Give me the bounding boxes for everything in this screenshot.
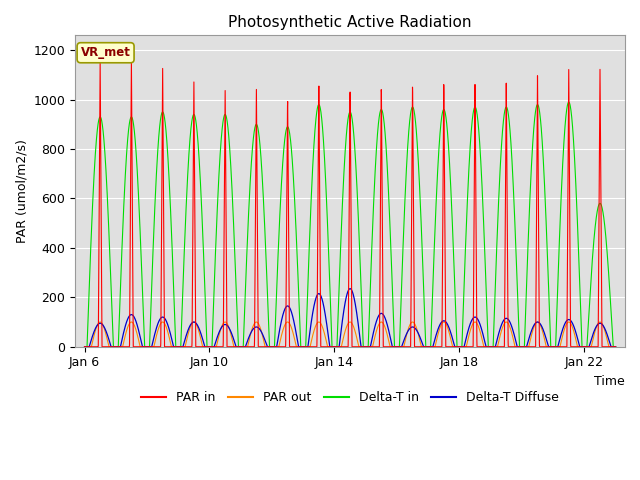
Text: VR_met: VR_met xyxy=(81,46,131,59)
PAR out xyxy=(96,319,104,325)
Delta-T Diffuse xyxy=(554,344,561,349)
Delta-T in xyxy=(444,132,451,137)
PAR out xyxy=(81,344,88,349)
PAR in xyxy=(127,58,135,64)
Line: PAR in: PAR in xyxy=(84,61,616,347)
Delta-T in xyxy=(396,336,404,342)
PAR in xyxy=(356,344,364,349)
Delta-T Diffuse xyxy=(356,336,364,341)
Delta-T in xyxy=(579,344,586,349)
PAR out xyxy=(554,344,561,349)
PAR in xyxy=(612,344,620,349)
Legend: PAR in, PAR out, Delta-T in, Delta-T Diffuse: PAR in, PAR out, Delta-T in, Delta-T Dif… xyxy=(136,386,564,409)
Delta-T in xyxy=(81,344,88,349)
Delta-T Diffuse xyxy=(81,344,88,349)
Line: Delta-T Diffuse: Delta-T Diffuse xyxy=(84,288,616,347)
PAR in xyxy=(579,344,586,349)
Title: Photosynthetic Active Radiation: Photosynthetic Active Radiation xyxy=(228,15,472,30)
PAR in xyxy=(521,344,529,349)
PAR out xyxy=(396,344,404,349)
Delta-T in xyxy=(554,290,561,296)
Y-axis label: PAR (umol/m2/s): PAR (umol/m2/s) xyxy=(15,139,28,243)
Delta-T Diffuse xyxy=(579,344,586,349)
PAR out xyxy=(579,344,586,349)
Delta-T Diffuse xyxy=(396,344,404,349)
Line: Delta-T in: Delta-T in xyxy=(84,102,616,347)
Delta-T in xyxy=(612,344,620,349)
Delta-T Diffuse xyxy=(346,286,354,291)
PAR in xyxy=(81,344,88,349)
X-axis label: Time: Time xyxy=(595,375,625,388)
PAR out xyxy=(356,344,364,349)
Delta-T in xyxy=(356,252,364,258)
PAR out xyxy=(521,344,529,349)
Delta-T in xyxy=(520,344,528,349)
PAR in xyxy=(444,344,452,349)
Line: PAR out: PAR out xyxy=(84,322,616,347)
Delta-T in xyxy=(565,99,573,105)
PAR in xyxy=(396,344,404,349)
Delta-T Diffuse xyxy=(444,322,452,328)
PAR in xyxy=(554,344,561,349)
Delta-T Diffuse xyxy=(521,344,529,349)
PAR out xyxy=(612,344,620,349)
Delta-T Diffuse xyxy=(612,344,620,349)
PAR out xyxy=(444,325,452,331)
